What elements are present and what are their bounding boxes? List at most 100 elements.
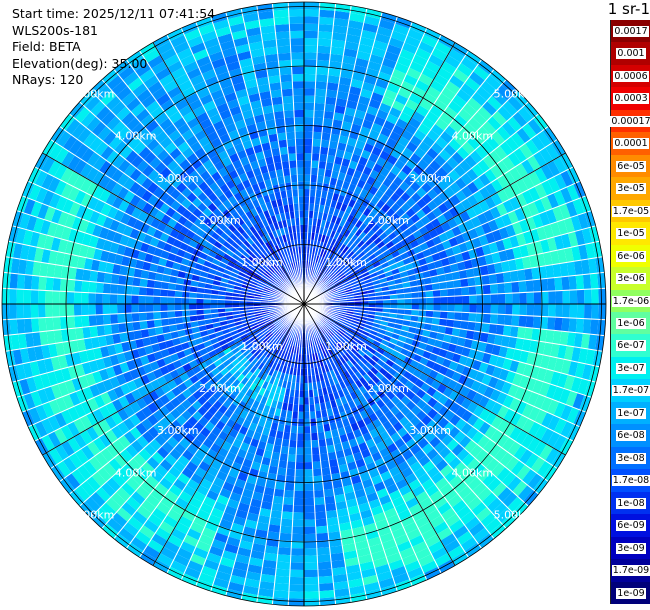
backscatter-cell xyxy=(264,241,272,250)
backscatter-cell xyxy=(453,279,462,289)
backscatter-cell xyxy=(142,261,152,272)
backscatter-cell xyxy=(512,90,529,107)
backscatter-cell xyxy=(507,383,519,398)
backscatter-cell xyxy=(418,454,431,467)
backscatter-cell xyxy=(264,225,272,234)
backscatter-cell xyxy=(292,196,299,204)
backscatter-cell xyxy=(383,477,396,488)
backscatter-cell xyxy=(273,110,285,120)
backscatter-cell xyxy=(396,55,413,68)
backscatter-cell xyxy=(78,219,90,233)
backscatter-cell xyxy=(119,234,130,247)
backscatter-cell xyxy=(268,360,275,369)
backscatter-cell xyxy=(156,41,174,55)
backscatter-cell xyxy=(155,67,171,81)
backscatter-cell xyxy=(160,348,170,359)
backscatter-cell xyxy=(264,318,272,324)
backscatter-cell xyxy=(313,211,319,219)
backscatter-cell xyxy=(512,480,528,497)
backscatter-cell xyxy=(582,318,592,335)
backscatter-cell xyxy=(139,222,151,234)
backscatter-cell xyxy=(97,126,112,142)
backscatter-cell xyxy=(454,202,466,215)
backscatter-cell xyxy=(426,86,442,99)
backscatter-cell xyxy=(505,293,513,304)
backscatter-cell xyxy=(253,349,261,358)
backscatter-cell xyxy=(71,123,87,140)
backscatter-cell xyxy=(198,443,210,455)
backscatter-cell xyxy=(344,41,360,51)
backscatter-cell xyxy=(451,244,462,256)
backscatter-cell xyxy=(423,277,432,285)
backscatter-cell xyxy=(443,143,457,157)
backscatter-cell xyxy=(343,333,351,341)
backscatter-cell xyxy=(66,304,75,317)
backscatter-cell xyxy=(159,117,173,131)
backscatter-cell xyxy=(39,331,49,346)
backscatter-cell xyxy=(232,304,240,308)
backscatter-cell xyxy=(234,249,243,258)
backscatter-cell xyxy=(192,105,207,118)
backscatter-cell xyxy=(266,332,274,340)
backscatter-cell xyxy=(377,71,392,83)
backscatter-cell xyxy=(292,519,304,527)
backscatter-cell xyxy=(541,291,549,304)
backscatter-cell xyxy=(212,390,223,401)
backscatter-cell xyxy=(110,492,126,508)
backscatter-cell xyxy=(351,526,366,537)
backscatter-cell xyxy=(69,391,81,407)
backscatter-cell xyxy=(257,333,265,341)
backscatter-cell xyxy=(361,330,370,337)
backscatter-cell xyxy=(207,395,218,406)
backscatter-cell xyxy=(177,472,191,485)
backscatter-cell xyxy=(503,422,516,438)
backscatter-cell xyxy=(350,519,364,530)
backscatter-cell xyxy=(283,343,289,351)
backscatter-cell xyxy=(433,154,447,167)
backscatter-cell xyxy=(438,405,450,418)
backscatter-cell xyxy=(239,356,249,365)
backscatter-cell xyxy=(41,156,55,174)
backscatter-cell xyxy=(199,222,209,233)
backscatter-cell xyxy=(254,240,262,249)
backscatter-cell xyxy=(242,349,251,357)
backscatter-cell xyxy=(174,73,190,87)
backscatter-cell xyxy=(349,253,358,261)
backscatter-cell xyxy=(283,204,290,213)
backscatter-cell xyxy=(214,253,223,262)
backscatter-cell xyxy=(254,69,268,79)
backscatter-cell xyxy=(458,127,472,142)
backscatter-cell xyxy=(449,263,459,273)
backscatter-cell xyxy=(82,207,94,222)
backscatter-cell xyxy=(565,390,578,408)
backscatter-cell xyxy=(112,231,123,244)
backscatter-cell xyxy=(353,330,362,337)
backscatter-cell xyxy=(332,352,340,360)
backscatter-cell xyxy=(255,288,263,293)
backscatter-cell xyxy=(198,62,214,75)
backscatter-cell xyxy=(249,216,258,226)
backscatter-cell xyxy=(515,193,528,208)
backscatter-cell xyxy=(476,507,492,522)
backscatter-cell xyxy=(203,293,211,300)
backscatter-cell xyxy=(203,217,214,228)
backscatter-cell xyxy=(460,397,473,410)
backscatter-cell xyxy=(378,367,388,377)
backscatter-cell xyxy=(304,38,318,46)
backscatter-cell xyxy=(167,310,176,319)
backscatter-cell xyxy=(318,161,327,170)
backscatter-cell xyxy=(321,258,327,266)
backscatter-cell xyxy=(423,323,432,331)
backscatter-cell xyxy=(317,320,324,327)
backscatter-cell xyxy=(59,477,75,495)
backscatter-cell xyxy=(140,269,150,280)
backscatter-cell xyxy=(231,268,240,275)
backscatter-cell xyxy=(167,304,175,312)
backscatter-cell xyxy=(364,112,377,123)
backscatter-cell xyxy=(155,527,171,541)
backscatter-cell xyxy=(413,466,427,479)
backscatter-cell xyxy=(515,178,529,193)
backscatter-cell xyxy=(304,160,312,168)
backscatter-cell xyxy=(164,183,176,196)
